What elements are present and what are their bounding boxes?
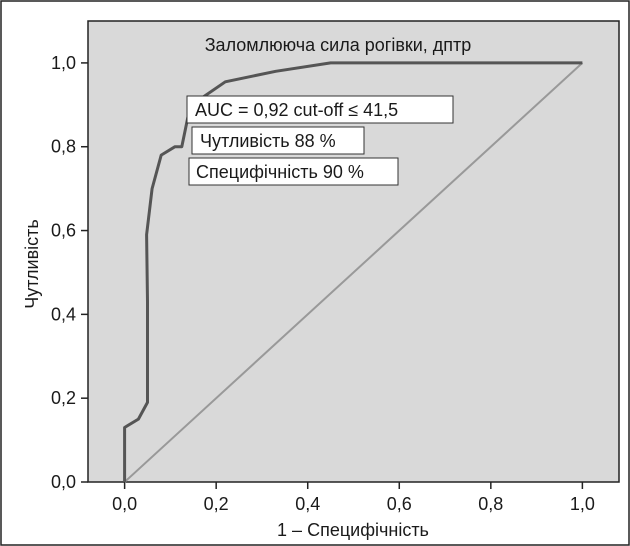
y-tick-label: 0,6 (51, 221, 76, 241)
roc-curve-line (123, 61, 583, 482)
y-tick-label: 0,2 (51, 388, 76, 408)
x-axis-label: 1 – Специфічність (277, 520, 429, 540)
annotation-sensitivity-text: Чутливість 88 % (200, 131, 336, 151)
y-tick-label: 0,4 (51, 304, 76, 324)
x-tick-label: 0,6 (387, 494, 412, 514)
y-tick-label: 0,0 (51, 472, 76, 492)
x-tick-label: 0,4 (295, 494, 320, 514)
reference-diagonal-line (123, 62, 584, 483)
annotation-auc: AUC = 0,92 cut-off ≤ 41,5 (186, 95, 454, 124)
axis-ticks: 0,0 0,2 0,4 0,6 0,8 1,0 0,0 0,2 0,4 0,6 0,8 1,0 (51, 53, 595, 514)
x-tick-label: 0,8 (478, 494, 503, 514)
y-tick-label: 0,8 (51, 137, 76, 157)
chart-title: Заломлююча сила рогівки, дптр (205, 35, 472, 55)
annotation-specificity-text: Специфічність 90 % (196, 162, 364, 182)
y-axis-label: Чутливість (22, 219, 42, 309)
y-tick-label: 1,0 (51, 53, 76, 73)
annotation-sensitivity-box (191, 126, 365, 155)
annotation-specificity: Специфічність 90 % (188, 157, 399, 186)
annotation-sensitivity: Чутливість 88 % (191, 126, 365, 155)
series-layer (123, 61, 584, 483)
x-tick-label: 0,2 (204, 494, 229, 514)
x-tick-label: 0,0 (112, 494, 137, 514)
annotation-auc-box (186, 95, 454, 124)
annotation-specificity-box (188, 157, 399, 186)
plot-area (87, 20, 620, 483)
annotation-auc-text: AUC = 0,92 cut-off ≤ 41,5 (195, 100, 398, 120)
x-tick-label: 1,0 (570, 494, 595, 514)
